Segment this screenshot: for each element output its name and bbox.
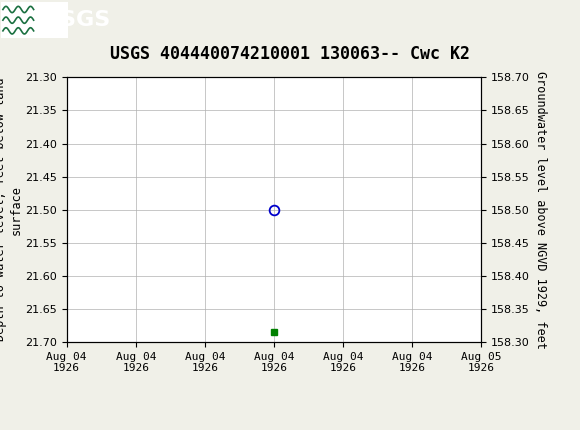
Legend: Period of approved data: Period of approved data: [176, 428, 372, 430]
Y-axis label: Depth to water level, feet below land
surface: Depth to water level, feet below land su…: [0, 78, 22, 341]
Bar: [1, 2, 68, 37]
Text: USGS 404440074210001 130063-- Cwc K2: USGS 404440074210001 130063-- Cwc K2: [110, 45, 470, 63]
Text: USGS: USGS: [42, 10, 110, 30]
Y-axis label: Groundwater level above NGVD 1929, feet: Groundwater level above NGVD 1929, feet: [534, 71, 547, 349]
